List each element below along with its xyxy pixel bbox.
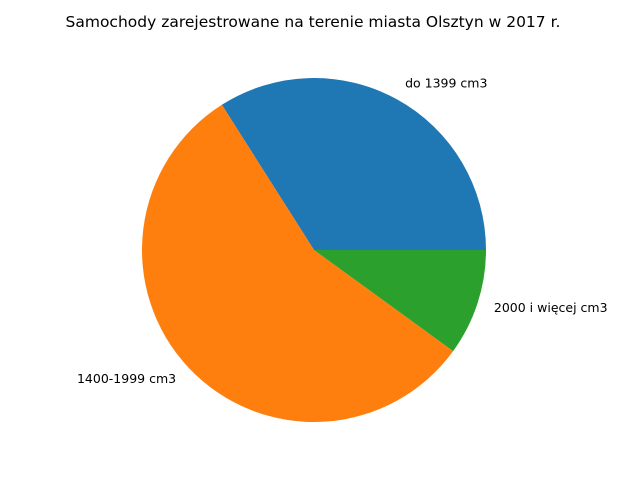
- pie-label-0: do 1399 cm3: [405, 76, 487, 91]
- pie-slices: [141, 78, 486, 423]
- chart-title: Samochody zarejestrowane na terenie mias…: [66, 13, 561, 31]
- pie-label-1: 1400-1999 cm3: [77, 371, 176, 386]
- pie-slice-1: [141, 104, 454, 423]
- pie-slice-0: [221, 78, 486, 250]
- pie-labels: do 1399 cm3 1400-1999 cm3 2000 i więcej cm…: [77, 76, 608, 386]
- pie-slice-2: [314, 250, 486, 352]
- pie-label-2: 2000 i więcej cm3: [494, 300, 608, 315]
